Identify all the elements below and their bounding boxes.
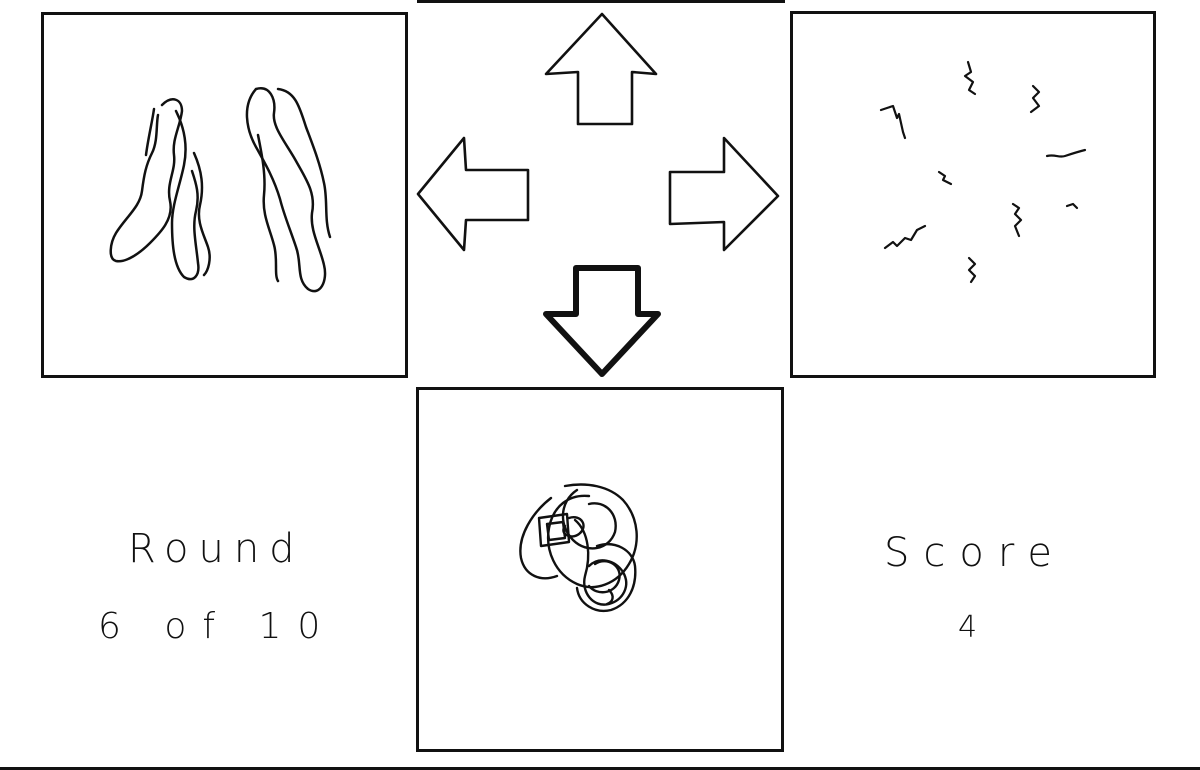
arrow-left-icon	[416, 136, 530, 252]
wavy-strokes-drawing	[109, 87, 332, 293]
arrow-right-icon	[668, 136, 780, 252]
option-panel-left[interactable]	[41, 12, 408, 378]
bottom-divider	[0, 767, 1200, 770]
top-divider	[417, 0, 785, 3]
score-label: Score	[884, 530, 1067, 576]
arrow-up-icon	[544, 12, 658, 126]
scattered-squiggles-drawing	[879, 60, 1087, 284]
round-counter: 6 of 10	[98, 606, 337, 647]
arrow-up-button[interactable]	[540, 8, 664, 132]
score-value: 4	[958, 610, 988, 645]
option-panel-right[interactable]	[790, 11, 1156, 378]
arrow-down-button[interactable]	[540, 262, 664, 386]
arrow-down-icon	[543, 265, 661, 377]
arrow-left-button[interactable]	[410, 132, 534, 256]
spiral-scribble-drawing	[519, 483, 638, 613]
option-panel-bottom[interactable]	[416, 387, 784, 752]
round-label: Round	[128, 526, 305, 572]
arrow-right-button[interactable]	[662, 132, 786, 256]
